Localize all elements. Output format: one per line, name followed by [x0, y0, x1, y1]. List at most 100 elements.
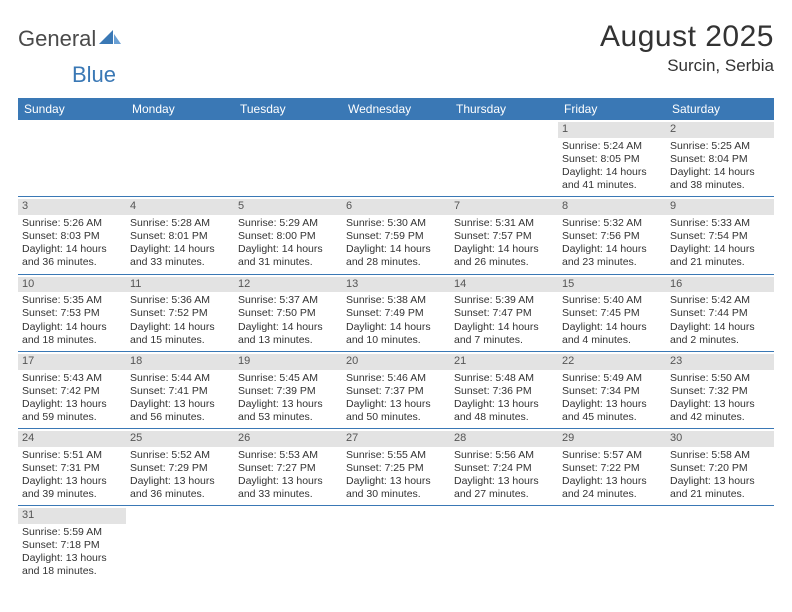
sunrise-text: Sunrise: 5:35 AM	[22, 294, 122, 307]
day-cell: 17Sunrise: 5:43 AMSunset: 7:42 PMDayligh…	[18, 352, 126, 428]
daylight-text: Daylight: 13 hours	[346, 398, 446, 411]
daylight-text: and 13 minutes.	[238, 334, 338, 347]
sunrise-text: Sunrise: 5:44 AM	[130, 372, 230, 385]
day-cell: 15Sunrise: 5:40 AMSunset: 7:45 PMDayligh…	[558, 275, 666, 351]
sunrise-text: Sunrise: 5:36 AM	[130, 294, 230, 307]
daylight-text: and 36 minutes.	[22, 256, 122, 269]
day-cell: 4Sunrise: 5:28 AMSunset: 8:01 PMDaylight…	[126, 197, 234, 273]
day-number: 27	[342, 431, 450, 447]
day-cell: 8Sunrise: 5:32 AMSunset: 7:56 PMDaylight…	[558, 197, 666, 273]
sunrise-text: Sunrise: 5:24 AM	[562, 140, 662, 153]
sunset-text: Sunset: 7:45 PM	[562, 307, 662, 320]
day-cell: 30 Sunrise: 5:58 AMSunset: 7:20 PMDayligh…	[666, 429, 774, 505]
sunset-text: Sunset: 7:54 PM	[670, 230, 770, 243]
sunset-text: Sunset: 7:39 PM	[238, 385, 338, 398]
day-number: 19	[234, 354, 342, 370]
day-number: 31	[18, 508, 126, 524]
weekday: Monday	[126, 98, 234, 120]
daylight-text: and 4 minutes.	[562, 334, 662, 347]
weekday: Sunday	[18, 98, 126, 120]
sunset-text: Sunset: 8:00 PM	[238, 230, 338, 243]
logo: General	[18, 26, 123, 52]
day-number: 22	[558, 354, 666, 370]
logo-text-blue: Blue	[72, 62, 116, 88]
sunrise-text: Sunrise: 5:58 AM	[670, 449, 770, 462]
sunset-text: Sunset: 7:20 PM	[670, 462, 770, 475]
daylight-text: and 28 minutes.	[346, 256, 446, 269]
sunrise-text: Sunrise: 5:57 AM	[562, 449, 662, 462]
daylight-text: and 59 minutes.	[22, 411, 122, 424]
day-number: 12	[234, 277, 342, 293]
sunrise-text: Sunrise: 5:25 AM	[670, 140, 770, 153]
sunrise-text: Sunrise: 5:50 AM	[670, 372, 770, 385]
sunrise-text: Sunrise: 5:45 AM	[238, 372, 338, 385]
daylight-text: Daylight: 13 hours	[130, 475, 230, 488]
day-number: 29	[558, 431, 666, 447]
weekday-header: Sunday Monday Tuesday Wednesday Thursday…	[18, 98, 774, 120]
day-number: 24	[18, 431, 126, 447]
daylight-text: and 27 minutes.	[454, 488, 554, 501]
day-number: 30	[666, 431, 774, 447]
daylight-text: and 10 minutes.	[346, 334, 446, 347]
daylight-text: and 33 minutes.	[238, 488, 338, 501]
sunset-text: Sunset: 7:44 PM	[670, 307, 770, 320]
daylight-text: and 36 minutes.	[130, 488, 230, 501]
daylight-text: Daylight: 14 hours	[670, 166, 770, 179]
day-cell: 3Sunrise: 5:26 AMSunset: 8:03 PMDaylight…	[18, 197, 126, 273]
sunset-text: Sunset: 7:53 PM	[22, 307, 122, 320]
sunset-text: Sunset: 8:05 PM	[562, 153, 662, 166]
day-cell: 28Sunrise: 5:56 AMSunset: 7:24 PMDayligh…	[450, 429, 558, 505]
sunrise-text: Sunrise: 5:51 AM	[22, 449, 122, 462]
day-number: 23	[666, 354, 774, 370]
daylight-text: Daylight: 13 hours	[22, 552, 122, 565]
sunset-text: Sunset: 7:31 PM	[22, 462, 122, 475]
day-number: 13	[342, 277, 450, 293]
daylight-text: Daylight: 14 hours	[454, 321, 554, 334]
sunset-text: Sunset: 7:41 PM	[130, 385, 230, 398]
day-cell: 23Sunrise: 5:50 AMSunset: 7:32 PMDayligh…	[666, 352, 774, 428]
sunset-text: Sunset: 7:18 PM	[22, 539, 122, 552]
day-cell: 25Sunrise: 5:52 AMSunset: 7:29 PMDayligh…	[126, 429, 234, 505]
week-row: 3Sunrise: 5:26 AMSunset: 8:03 PMDaylight…	[18, 197, 774, 274]
sunset-text: Sunset: 7:56 PM	[562, 230, 662, 243]
daylight-text: Daylight: 14 hours	[130, 243, 230, 256]
week-row: 31 Sunrise: 5:59 AMSunset: 7:18 PMDayligh…	[18, 506, 126, 582]
daylight-text: and 26 minutes.	[454, 256, 554, 269]
daylight-text: Daylight: 14 hours	[346, 321, 446, 334]
day-cell: 27Sunrise: 5:55 AMSunset: 7:25 PMDayligh…	[342, 429, 450, 505]
day-number: 25	[126, 431, 234, 447]
daylight-text: Daylight: 14 hours	[454, 243, 554, 256]
weekday: Friday	[558, 98, 666, 120]
daylight-text: Daylight: 14 hours	[238, 243, 338, 256]
day-cell: 11Sunrise: 5:36 AMSunset: 7:52 PMDayligh…	[126, 275, 234, 351]
location: Surcin, Serbia	[600, 56, 774, 76]
sunset-text: Sunset: 7:34 PM	[562, 385, 662, 398]
day-number: 28	[450, 431, 558, 447]
day-cell: 14Sunrise: 5:39 AMSunset: 7:47 PMDayligh…	[450, 275, 558, 351]
daylight-text: and 31 minutes.	[238, 256, 338, 269]
day-number: 10	[18, 277, 126, 293]
sunrise-text: Sunrise: 5:59 AM	[22, 526, 122, 539]
daylight-text: and 39 minutes.	[22, 488, 122, 501]
sunrise-text: Sunrise: 5:43 AM	[22, 372, 122, 385]
day-number: 7	[450, 199, 558, 215]
daylight-text: Daylight: 14 hours	[130, 321, 230, 334]
daylight-text: Daylight: 13 hours	[22, 398, 122, 411]
sunrise-text: Sunrise: 5:52 AM	[130, 449, 230, 462]
day-number: 2	[666, 122, 774, 138]
day-number: 20	[342, 354, 450, 370]
day-cell: 18Sunrise: 5:44 AMSunset: 7:41 PMDayligh…	[126, 352, 234, 428]
daylight-text: and 48 minutes.	[454, 411, 554, 424]
sunrise-text: Sunrise: 5:49 AM	[562, 372, 662, 385]
sunrise-text: Sunrise: 5:38 AM	[346, 294, 446, 307]
daylight-text: Daylight: 13 hours	[670, 475, 770, 488]
sunrise-text: Sunrise: 5:42 AM	[670, 294, 770, 307]
day-number: 4	[126, 199, 234, 215]
daylight-text: and 24 minutes.	[562, 488, 662, 501]
daylight-text: and 18 minutes.	[22, 334, 122, 347]
daylight-text: and 23 minutes.	[562, 256, 662, 269]
empty-cell	[126, 120, 234, 196]
sunset-text: Sunset: 7:59 PM	[346, 230, 446, 243]
week-row: 1Sunrise: 5:24 AMSunset: 8:05 PMDaylight…	[18, 120, 774, 197]
sunset-text: Sunset: 7:27 PM	[238, 462, 338, 475]
